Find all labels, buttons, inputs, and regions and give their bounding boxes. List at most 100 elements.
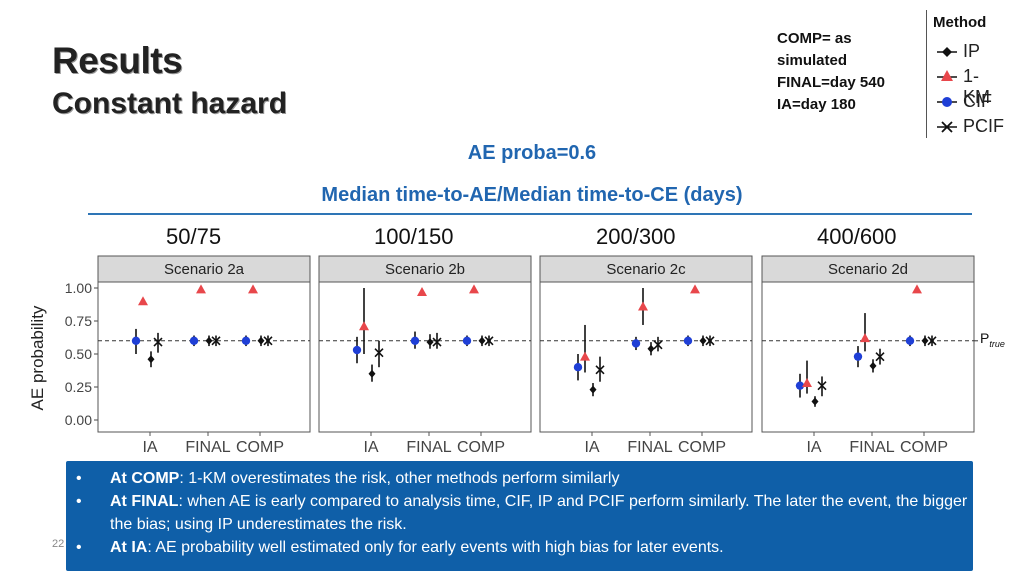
p-true-label: Ptrue: [980, 330, 1005, 349]
ratio-label: 50/75: [166, 224, 222, 249]
cif-point: [462, 336, 472, 345]
panel-title: Scenario 2b: [385, 261, 465, 278]
note-line: IA=day 180: [777, 96, 856, 113]
legend-label: 1-KM: [963, 66, 990, 107]
x-tick-label: IA: [142, 439, 157, 456]
ip-point: [647, 344, 655, 353]
cross-marker-icon: [937, 121, 957, 133]
km-point: [359, 321, 369, 331]
legend-label: PCIF: [963, 116, 1005, 136]
bullet-ia: At IA: AE probability well estimated onl…: [76, 536, 973, 559]
ip-point: [426, 338, 434, 347]
cif-point: [410, 336, 420, 345]
bullet-bold: At FINAL: [110, 493, 179, 510]
ip-point: [589, 385, 597, 394]
pcif-point: [817, 381, 827, 391]
x-tick-label: COMP: [678, 439, 726, 456]
km-point: [417, 286, 427, 296]
panel-area: [318, 281, 532, 433]
cif-point: [905, 336, 915, 345]
cif-point: [631, 339, 641, 348]
y-tick-label: 0.00: [65, 412, 92, 428]
x-tick-label: IA: [584, 439, 599, 456]
ip-point: [147, 355, 155, 364]
km-point: [248, 284, 258, 294]
slide-subtitle: Constant hazard: [52, 87, 288, 120]
summary-box: At COMP: 1-KM overestimates the risk, ot…: [66, 461, 973, 571]
bullet-comp: At COMP: 1-KM overestimates the risk, ot…: [76, 467, 973, 490]
legend-label: IP: [963, 41, 981, 61]
pcif-point: [705, 336, 715, 346]
triangle-marker-icon: [937, 70, 957, 81]
pcif-point: [484, 336, 494, 346]
km-point: [860, 333, 870, 343]
panel-title: Scenario 2c: [606, 261, 686, 278]
ip-point: [205, 336, 213, 345]
panel-strip: [761, 255, 975, 283]
x-tick-label: IA: [363, 439, 378, 456]
cif-point: [131, 336, 141, 345]
cif-point: [683, 336, 693, 345]
pcif-point: [211, 336, 221, 346]
ratio-label: 100/150: [374, 224, 454, 249]
x-tick-label: COMP: [236, 439, 284, 456]
bullet-final: At FINAL: when AE is early compared to a…: [76, 490, 973, 536]
diamond-marker-icon: [937, 47, 957, 57]
pcif-point: [595, 365, 605, 375]
x-tick-label: COMP: [900, 439, 948, 456]
km-point: [196, 284, 206, 294]
page-number: 22: [52, 538, 65, 550]
cif-point: [795, 381, 805, 390]
ip-point: [699, 336, 707, 345]
panel-title: Scenario 2d: [828, 261, 908, 278]
pcif-point: [153, 337, 163, 347]
cif-point: [241, 336, 251, 345]
x-tick-label: FINAL: [627, 439, 672, 456]
cif-point: [352, 345, 362, 355]
bullet-text: : when AE is early compared to analysis …: [110, 493, 968, 533]
cif-point: [573, 363, 583, 372]
heading-divider: [88, 213, 972, 215]
panel-strip: [97, 255, 311, 283]
ip-point: [257, 336, 265, 345]
ratio-label: 400/600: [817, 224, 897, 249]
median-time-heading: Median time-to-AE/Median time-to-CE (day…: [321, 184, 743, 206]
panel-area: [761, 281, 975, 433]
km-point: [580, 351, 590, 361]
x-tick-label: FINAL: [849, 439, 894, 456]
y-tick-label: 1.00: [65, 280, 92, 296]
bullet-bold: At COMP: [110, 470, 180, 487]
ip-point: [478, 336, 486, 345]
x-tick-label: COMP: [457, 439, 505, 456]
ip-point: [368, 369, 376, 378]
pcif-point: [927, 336, 937, 346]
note-line: simulated: [777, 52, 848, 69]
pcif-point: [875, 352, 885, 362]
legend-title: Method: [933, 14, 987, 31]
y-tick-label: 0.50: [65, 346, 92, 362]
note-line: FINAL=day 540: [777, 74, 885, 91]
cif-point: [853, 352, 863, 361]
circle-marker-icon: [937, 97, 957, 107]
panel-strip: [539, 255, 753, 283]
ip-point: [921, 336, 929, 345]
note-line: COMP= as: [777, 30, 852, 47]
km-point: [690, 284, 700, 294]
km-point: [469, 284, 479, 294]
km-point: [638, 301, 648, 311]
p-true-subscript: true: [989, 338, 1005, 349]
km-point: [138, 296, 148, 306]
km-point: [912, 284, 922, 294]
pcif-point: [374, 348, 384, 358]
y-tick-label: 0.75: [65, 313, 92, 329]
bullet-text: : 1-KM overestimates the risk, other met…: [179, 470, 620, 487]
bullet-text: : AE probability well estimated only for…: [147, 539, 724, 556]
ae-probability-heading: AE proba=0.6: [467, 142, 597, 164]
bullet-bold: At IA: [110, 539, 148, 556]
pcif-point: [653, 340, 663, 350]
panel-area: [97, 281, 311, 433]
panel-title: Scenario 2a: [164, 261, 245, 278]
km-point: [802, 378, 812, 388]
legend-label: CIF: [963, 91, 992, 111]
